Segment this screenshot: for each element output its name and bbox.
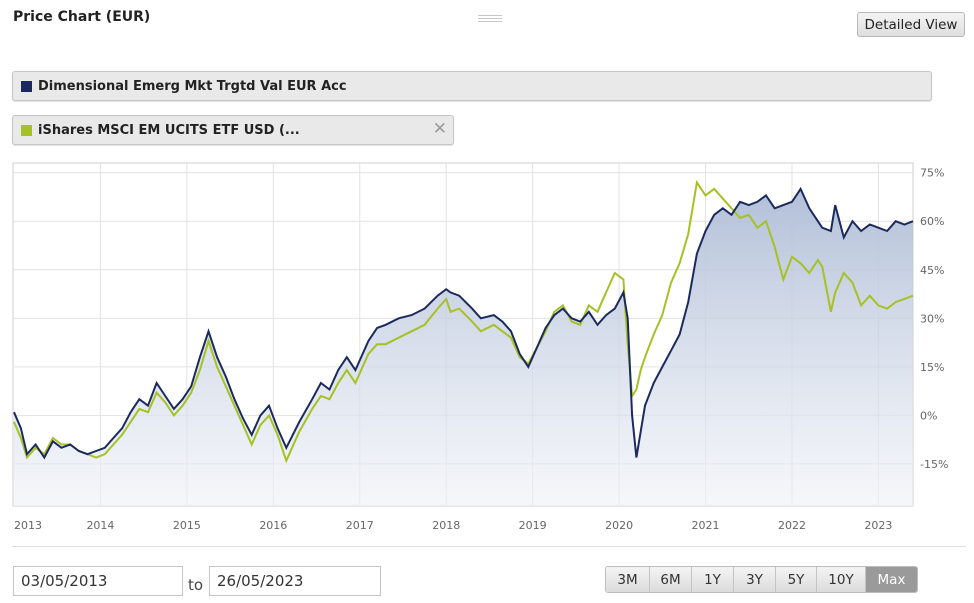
x-tick-label: 2015 (173, 519, 201, 532)
series-legend-item-ishares: iShares MSCI EM UCITS ETF USD (... ✕ (12, 115, 454, 145)
x-tick-label: 2023 (864, 519, 892, 532)
x-tick-label: 2022 (778, 519, 806, 532)
range-button-3y[interactable]: 3Y (734, 567, 776, 592)
y-tick-label: 75% (920, 167, 944, 180)
to-date-input[interactable]: 26/05/2023 (209, 566, 381, 596)
x-tick-label: 2018 (432, 519, 460, 532)
y-tick-label: 0% (920, 409, 937, 422)
detailed-view-button[interactable]: Detailed View (857, 12, 965, 37)
series-label: Dimensional Emerg Mkt Trgtd Val EUR Acc (38, 78, 347, 94)
x-tick-label: 2020 (605, 519, 633, 532)
x-tick-label: 2017 (346, 519, 374, 532)
series-line-ishares (13, 179, 914, 464)
x-tick-label: 2021 (692, 519, 720, 532)
from-date-input[interactable]: 03/05/2013 (13, 566, 183, 596)
page-title: Price Chart (EUR) (13, 9, 151, 25)
range-button-1y[interactable]: 1Y (692, 567, 734, 592)
x-tick-label: 2013 (14, 519, 42, 532)
drag-handle-icon[interactable] (478, 15, 502, 25)
range-button-max[interactable]: Max (866, 567, 917, 592)
series-legend-item-dimensional: Dimensional Emerg Mkt Trgtd Val EUR Acc (12, 71, 932, 101)
x-tick-label: 2016 (259, 519, 287, 532)
series-color-swatch (21, 124, 32, 136)
range-button-10y[interactable]: 10Y (817, 567, 866, 592)
divider (12, 546, 966, 547)
y-tick-label: 15% (920, 361, 944, 374)
y-tick-label: -15% (920, 458, 948, 471)
series-line-dimensional (13, 186, 914, 460)
close-icon[interactable]: ✕ (432, 119, 447, 139)
range-button-5y[interactable]: 5Y (776, 567, 817, 592)
range-button-6m[interactable]: 6M (650, 567, 692, 592)
x-tick-label: 2014 (86, 519, 114, 532)
y-tick-label: 60% (920, 215, 944, 228)
price-chart: -15% 0% 15% 30% 45% 60% 75% 2013 2014 2015 2016 20… (12, 162, 948, 532)
range-button-3m[interactable]: 3M (606, 567, 650, 592)
x-tick-label: 2019 (519, 519, 547, 532)
series-label: iShares MSCI EM UCITS ETF USD (... (38, 122, 300, 138)
y-tick-label: 45% (920, 264, 944, 277)
to-label: to (188, 576, 204, 594)
range-selector: 3M 6M 1Y 3Y 5Y 10Y Max (605, 566, 918, 593)
series-color-swatch (21, 80, 32, 92)
y-tick-label: 30% (920, 312, 944, 325)
series-area-dimensional (14, 188, 913, 506)
